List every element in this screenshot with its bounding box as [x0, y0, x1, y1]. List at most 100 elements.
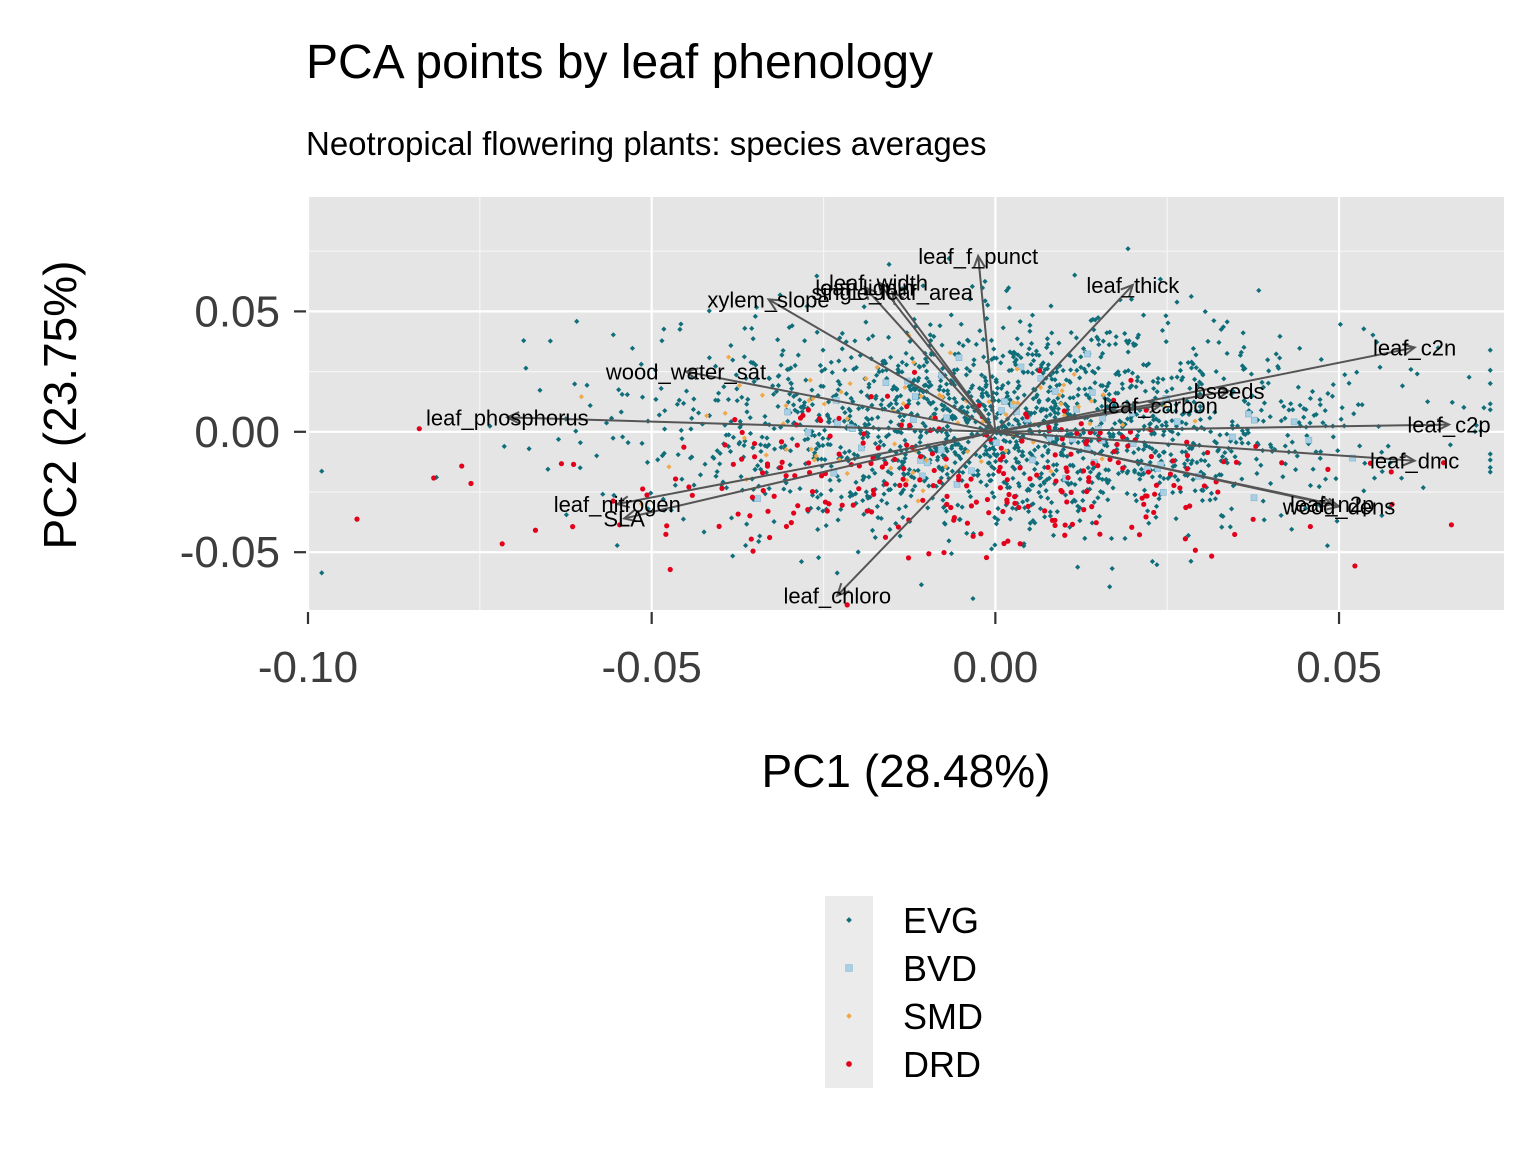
point-smd: [783, 446, 789, 452]
point-evg: [814, 329, 820, 335]
point-evg: [955, 351, 962, 357]
point-evg: [896, 506, 902, 512]
point-evg: [1131, 467, 1138, 473]
point-evg: [1173, 516, 1179, 522]
loading-arrow-leaf_dmc: [995, 430, 1415, 462]
point-smd: [1010, 399, 1016, 406]
point-smd: [904, 477, 910, 483]
point-evg: [989, 407, 995, 413]
point-evg: [1254, 470, 1260, 477]
loading-arrow-leaf_chloro: [836, 431, 997, 597]
point-evg: [1278, 512, 1284, 519]
point-evg: [916, 449, 922, 456]
point-evg: [1105, 497, 1111, 503]
point-evg: [1342, 372, 1348, 378]
point-drd: [686, 484, 692, 490]
point-evg: [1481, 405, 1487, 411]
point-evg: [1224, 350, 1230, 357]
point-evg: [979, 372, 985, 378]
point-drd: [1012, 494, 1018, 500]
point-evg: [1037, 482, 1043, 489]
point-drd: [883, 481, 889, 487]
point-evg: [980, 387, 986, 393]
point-evg: [989, 546, 995, 552]
point-evg: [1031, 386, 1037, 392]
point-drd: [1045, 464, 1051, 470]
point-evg: [1333, 475, 1339, 482]
point-evg: [1058, 452, 1064, 458]
point-smd: [813, 453, 819, 459]
point-evg: [1052, 377, 1058, 383]
point-evg: [770, 383, 776, 389]
point-evg: [816, 443, 822, 449]
point-evg: [1224, 431, 1230, 437]
point-evg: [680, 516, 687, 522]
point-evg: [799, 409, 805, 415]
point-evg: [812, 450, 818, 456]
point-smd: [923, 457, 929, 463]
point-evg: [1005, 380, 1011, 386]
point-evg: [1190, 361, 1196, 367]
point-evg: [1187, 385, 1193, 391]
point-evg: [1095, 365, 1101, 371]
point-evg: [1188, 461, 1194, 467]
point-evg: [890, 405, 896, 412]
point-evg: [1018, 341, 1025, 347]
point-evg: [951, 396, 957, 402]
point-evg: [1216, 447, 1222, 453]
point-evg: [736, 441, 742, 447]
point-evg: [1379, 449, 1385, 455]
point-evg: [908, 493, 914, 499]
point-drd: [1183, 504, 1189, 511]
point-evg: [1265, 380, 1271, 386]
point-evg: [931, 333, 937, 340]
point-evg: [1472, 429, 1478, 435]
point-smd: [1059, 388, 1065, 394]
point-evg: [1042, 514, 1048, 520]
point-evg: [897, 413, 903, 419]
point-evg: [957, 516, 963, 522]
point-evg: [1414, 371, 1420, 377]
point-drd: [1253, 443, 1259, 449]
arrow-head: [683, 367, 699, 381]
point-evg: [1104, 383, 1110, 390]
point-evg: [809, 428, 815, 435]
point-drd: [689, 492, 695, 498]
point-drd: [732, 417, 738, 423]
point-evg: [989, 490, 995, 496]
point-evg: [1245, 430, 1251, 436]
point-evg: [1168, 452, 1174, 458]
point-evg: [918, 582, 924, 588]
point-smd: [810, 395, 816, 402]
point-evg: [1018, 355, 1024, 361]
point-evg: [838, 506, 844, 513]
point-evg: [863, 423, 869, 429]
point-drd: [968, 476, 974, 482]
point-evg: [762, 491, 768, 497]
point-evg: [960, 449, 967, 456]
point-evg: [1379, 512, 1385, 519]
point-evg: [1135, 374, 1141, 380]
point-evg: [1133, 342, 1139, 348]
point-evg: [1024, 497, 1030, 503]
point-evg: [1103, 387, 1109, 394]
point-evg: [1160, 432, 1166, 438]
point-drd: [1086, 478, 1092, 484]
point-evg: [1129, 370, 1136, 376]
point-evg: [1170, 489, 1176, 496]
point-drd: [416, 426, 422, 432]
point-evg: [1478, 428, 1484, 434]
point-evg: [965, 404, 971, 410]
point-drd: [794, 442, 800, 448]
point-smd: [759, 392, 766, 398]
point-drd: [1052, 452, 1058, 458]
point-evg: [1124, 416, 1131, 422]
point-evg: [1124, 490, 1130, 497]
point-evg: [878, 515, 884, 522]
point-evg: [1099, 350, 1106, 357]
point-evg: [1194, 459, 1200, 466]
point-evg: [1150, 417, 1157, 423]
point-evg: [1218, 512, 1224, 519]
point-evg: [1087, 469, 1094, 475]
point-evg: [1322, 407, 1328, 414]
